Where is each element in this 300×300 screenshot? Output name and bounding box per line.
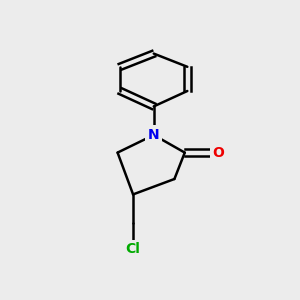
Text: N: N: [148, 128, 160, 142]
Text: O: O: [212, 146, 224, 160]
Text: Cl: Cl: [126, 242, 140, 256]
